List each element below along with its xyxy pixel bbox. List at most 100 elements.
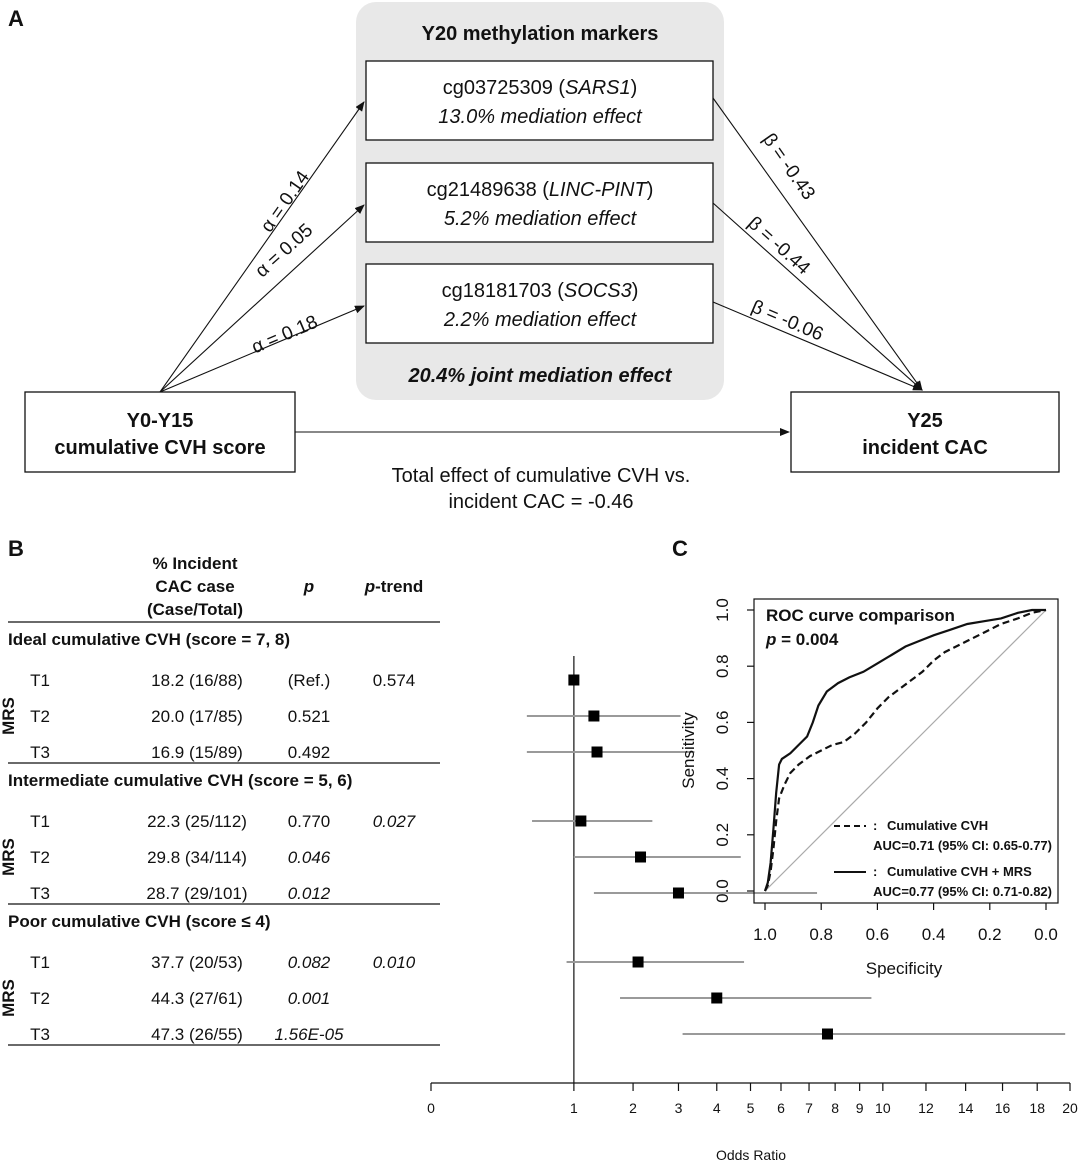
x-tick-label: 16 — [995, 1100, 1011, 1116]
marker-1-name: cg03725309 (SARS1) — [443, 77, 638, 99]
x-tick-label: 2 — [629, 1100, 637, 1116]
beta-label-2: β = -0.44 — [743, 213, 814, 280]
panel-a-letter: A — [8, 6, 24, 31]
odds-ratio-marker — [632, 956, 644, 968]
mrs-label: MRS — [0, 697, 18, 735]
roc-legend-pvalue: p = 0.004 — [765, 630, 839, 649]
odds-ratio-marker — [711, 992, 723, 1004]
alpha-label-3: α = 0.18 — [249, 312, 321, 359]
roc-y-tick-label: 0.0 — [713, 879, 732, 903]
roc-x-axis-title: Specificity — [866, 959, 943, 978]
beta-label-3: β = -0.06 — [748, 296, 826, 345]
pct-value: 44.3 (27/61) — [151, 989, 243, 1008]
beta-label-1: β = -0.43 — [758, 130, 819, 204]
odds-ratio-marker — [672, 887, 684, 899]
x-tick-label: 0 — [427, 1100, 435, 1116]
panel-b-letter: B — [8, 536, 24, 561]
p-value: 1.56E-05 — [275, 1025, 345, 1044]
roc-plot: 1.0 0.8 0.6 0.4 0.2 0.0 Specificity 0.0 0.2 0.4 0.… — [679, 598, 1059, 978]
legend-label-cvh-mrs: Cumulative CVH + MRS — [887, 864, 1032, 879]
group-title: Poor cumulative CVH (score ≤ 4) — [8, 912, 271, 931]
marker-2-name: cg21489638 (LINC-PINT) — [427, 179, 654, 201]
pct-value: 20.0 (17/85) — [151, 707, 243, 726]
x-tick-label: 10 — [875, 1100, 891, 1116]
x-tick-label: 3 — [675, 1100, 683, 1116]
odds-ratio-marker — [568, 674, 580, 686]
col-header-pct-2: CAC case — [155, 577, 234, 596]
roc-x-tick-label: 1.0 — [753, 925, 777, 944]
odds-ratio-marker — [821, 1028, 833, 1040]
total-effect-line-2: incident CAC = -0.46 — [448, 491, 633, 513]
p-value: 0.770 — [288, 812, 331, 831]
roc-frame — [753, 598, 1059, 904]
x-tick-label: 6 — [777, 1100, 785, 1116]
tertile-label: T2 — [30, 989, 50, 1008]
pct-value: 22.3 (25/112) — [147, 812, 247, 831]
x-tick-label: 18 — [1029, 1100, 1045, 1116]
x-tick-label: 20 — [1062, 1100, 1078, 1116]
legend-auc-cvh: AUC=0.71 (95% CI: 0.65-0.77) — [873, 838, 1052, 853]
roc-legend-title: ROC curve comparison — [766, 606, 955, 625]
total-effect-line-1: Total effect of cumulative CVH vs. — [392, 465, 691, 487]
x-tick-label: 12 — [918, 1100, 934, 1116]
forest-table: Ideal cumulative CVH (score = 7, 8) MRS T1… — [0, 621, 440, 1046]
pct-value: 18.2 (16/88) — [151, 671, 243, 690]
roc-x-tick-label: 0.0 — [1034, 925, 1058, 944]
odds-ratio-marker — [588, 710, 600, 722]
legend-colon-2: : — [873, 864, 877, 879]
ptrend-value: 0.027 — [373, 812, 416, 831]
x-tick-label: 1 — [570, 1100, 578, 1116]
tertile-label: T3 — [30, 743, 50, 762]
exposure-line-2: cumulative CVH score — [54, 437, 265, 459]
mrs-label: MRS — [0, 838, 18, 876]
ptrend-value: 0.010 — [373, 953, 416, 972]
col-header-pct-1: % Incident — [152, 554, 237, 573]
p-value: 0.492 — [288, 743, 331, 762]
alpha-label-2: α = 0.05 — [251, 220, 317, 282]
pct-value: 16.9 (15/89) — [151, 743, 243, 762]
pct-value: 29.8 (34/114) — [147, 848, 247, 867]
p-value: 0.001 — [288, 989, 331, 1008]
roc-legend: ROC curve comparison p = 0.004 : Cumulat… — [765, 606, 1052, 899]
joint-mediation-effect: 20.4% joint mediation effect — [407, 365, 672, 387]
group-title: Intermediate cumulative CVH (score = 5, … — [8, 771, 352, 790]
marker-box-3: cg18181703 (SOCS3) 2.2% mediation effect — [365, 263, 714, 344]
x-tick-label: 14 — [958, 1100, 974, 1116]
tertile-label: T1 — [30, 671, 50, 690]
tertile-label: T2 — [30, 707, 50, 726]
tertile-label: T1 — [30, 812, 50, 831]
p-value: (Ref.) — [288, 671, 331, 690]
tertile-label: T2 — [30, 848, 50, 867]
x-tick-label: 7 — [805, 1100, 813, 1116]
roc-x-tick-label: 0.4 — [922, 925, 946, 944]
mrs-label: MRS — [0, 979, 18, 1017]
exposure-box: Y0-Y15 cumulative CVH score — [24, 391, 296, 473]
col-header-p: p — [303, 577, 314, 596]
methylation-markers-title: Y20 methylation markers — [422, 23, 659, 45]
roc-curve-cvh-mrs — [763, 608, 1046, 892]
roc-y-axis-title: Sensitivity — [679, 712, 698, 789]
marker-3-name: cg18181703 (SOCS3) — [442, 280, 639, 302]
alpha-arrow-2 — [159, 204, 365, 393]
outcome-box: Y25 incident CAC — [790, 391, 1060, 473]
x-tick-label: 8 — [831, 1100, 839, 1116]
roc-y-tick-label: 0.2 — [713, 823, 732, 847]
panel-c-letter: C — [672, 536, 688, 561]
outcome-line-2: incident CAC — [862, 437, 988, 459]
roc-y-tick-label: 0.8 — [713, 654, 732, 678]
tertile-label: T3 — [30, 884, 50, 903]
pct-value: 47.3 (26/55) — [151, 1025, 243, 1044]
p-value: 0.082 — [288, 953, 331, 972]
roc-x-tick-label: 0.2 — [978, 925, 1002, 944]
p-value: 0.046 — [288, 848, 331, 867]
marker-2-effect: 5.2% mediation effect — [444, 208, 638, 230]
x-tick-label: 9 — [856, 1100, 864, 1116]
col-header-ptrend: p-trend — [364, 577, 424, 596]
group-title: Ideal cumulative CVH (score = 7, 8) — [8, 630, 290, 649]
x-tick-label: 5 — [747, 1100, 755, 1116]
ptrend-value: 0.574 — [373, 671, 416, 690]
alpha-arrow-3 — [159, 305, 365, 393]
odds-ratio-marker — [635, 851, 647, 863]
legend-auc-cvh-mrs: AUC=0.77 (95% CI: 0.71-0.82) — [873, 884, 1052, 899]
